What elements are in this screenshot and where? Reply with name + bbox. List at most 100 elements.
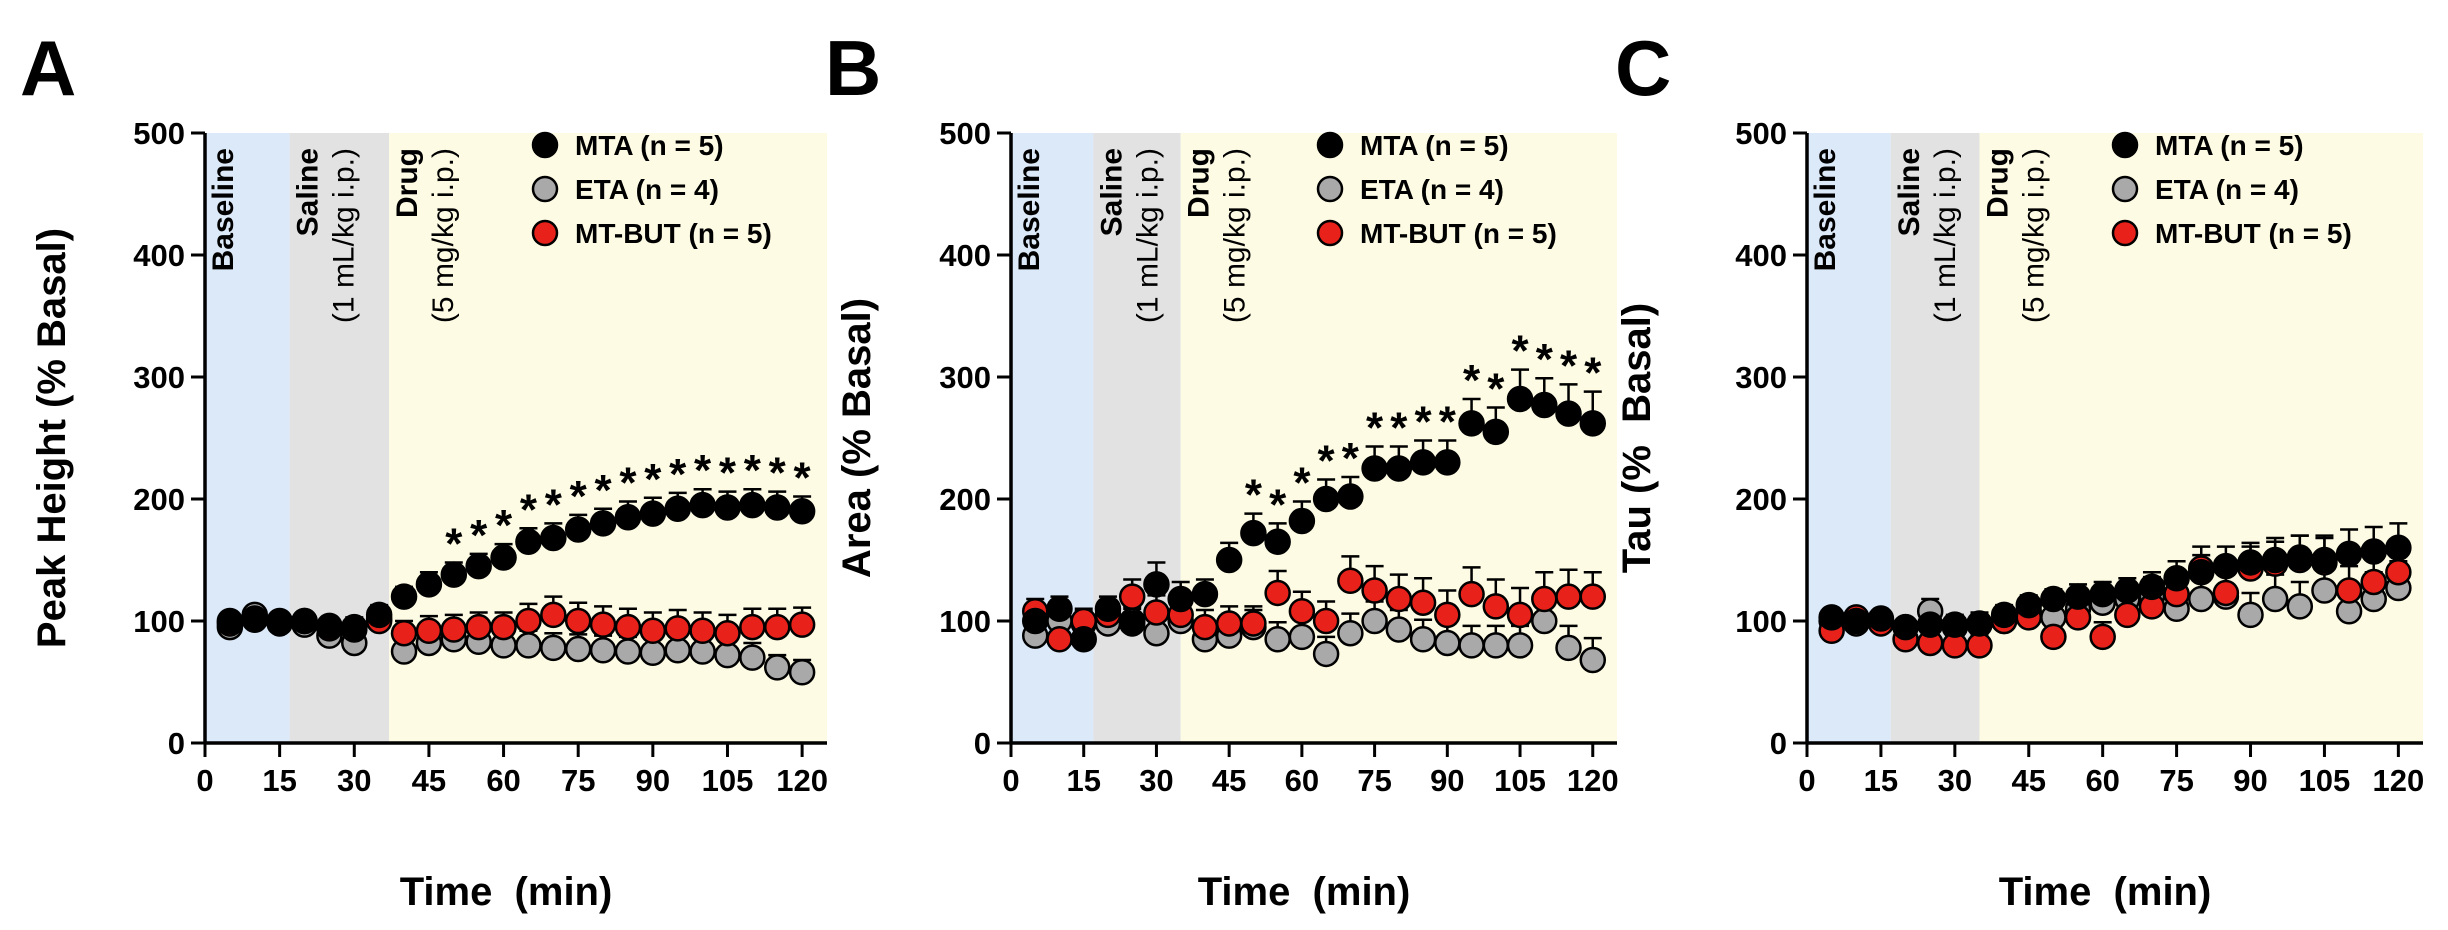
panel-letter: C: [1615, 24, 1671, 112]
data-point: [1531, 391, 1558, 419]
data-point: [2286, 593, 2314, 620]
data-point: [763, 494, 791, 521]
data-point: [2114, 577, 2141, 604]
y-tick-label: 200: [939, 482, 991, 517]
x-tick-label: 30: [1139, 763, 1173, 798]
data-point: [2040, 585, 2067, 613]
y-tick-label: 500: [1735, 116, 1787, 151]
significance-star: *: [1511, 327, 1529, 376]
data-point: [2311, 577, 2338, 604]
x-tick-label: 60: [486, 763, 520, 798]
legend-label: ETA (n = 4): [2155, 174, 2299, 205]
phase-sublabel-saline: (1 mL/kg i.p.): [328, 148, 361, 323]
panel-letter: A: [20, 24, 76, 112]
data-point: [266, 607, 293, 635]
x-tick-label: 45: [412, 763, 446, 798]
x-tick-label: 45: [2012, 763, 2046, 798]
data-point: [490, 544, 517, 571]
x-tick-label: 75: [2159, 763, 2193, 798]
data-point: [2286, 544, 2314, 571]
x-tick-label: 30: [337, 763, 371, 798]
x-tick-label: 30: [1938, 763, 1972, 798]
data-point: [1215, 610, 1243, 637]
data-point: [564, 607, 592, 635]
data-point: [739, 644, 766, 671]
data-point: [1288, 597, 1316, 625]
legend-label: MTA (n = 5): [575, 130, 724, 161]
data-point: [2335, 540, 2363, 568]
significance-star: *: [1415, 397, 1433, 446]
data-point: [465, 613, 492, 641]
phase-label-drug: Drug: [1981, 148, 2014, 218]
x-tick-label: 90: [636, 763, 670, 798]
data-point: [1143, 599, 1170, 626]
x-axis-title: Time (min): [1999, 870, 2212, 914]
data-point: [1506, 601, 1534, 629]
data-point: [1482, 593, 1510, 620]
data-point: [689, 491, 716, 519]
significance-star: *: [520, 485, 538, 534]
data-point: [1264, 626, 1291, 653]
data-point: [1458, 410, 1485, 437]
significance-star: *: [1487, 365, 1505, 414]
data-point: [2261, 585, 2289, 613]
significance-star: *: [495, 501, 513, 550]
legend-marker: [2111, 131, 2139, 159]
significance-star: *: [719, 449, 737, 498]
data-point: [440, 561, 468, 588]
chart-panel-a: Baseline Saline (1 mL/kg i.p.) Drug (5 mg/kg…: [20, 24, 828, 914]
data-point: [1191, 613, 1219, 641]
data-point: [2015, 591, 2043, 619]
data-point: [1555, 583, 1582, 610]
significance-star: *: [669, 450, 687, 499]
data-point: [1941, 611, 1969, 638]
data-point: [2187, 585, 2215, 613]
significance-star: *: [470, 511, 488, 560]
significance-star: *: [794, 454, 812, 503]
phase-sublabel-drug: (5 mg/kg i.p.): [427, 148, 460, 323]
data-point: [515, 528, 542, 555]
data-point: [2089, 580, 2116, 608]
data-point: [1555, 400, 1582, 427]
significance-star: *: [1390, 404, 1408, 453]
phase-label-saline: Saline: [1893, 148, 1926, 236]
y-tick-label: 300: [1735, 360, 1787, 395]
data-point: [2187, 558, 2215, 586]
data-point: [1337, 483, 1364, 510]
data-point: [1409, 589, 1437, 616]
significance-star: *: [1245, 471, 1263, 520]
data-point: [440, 616, 468, 643]
y-axis-title: Tau (% Basal): [1615, 303, 1659, 573]
data-point: [1458, 632, 1485, 659]
data-point: [515, 632, 542, 659]
data-point: [2237, 549, 2264, 576]
data-point: [1143, 571, 1170, 598]
data-point: [1337, 619, 1364, 647]
y-tick-label: 500: [133, 116, 185, 151]
data-point: [540, 634, 567, 662]
x-tick-label: 0: [196, 763, 213, 798]
significance-star: *: [619, 458, 637, 507]
x-tick-label: 120: [1567, 763, 1619, 798]
data-point: [714, 641, 741, 669]
data-point: [1531, 607, 1558, 635]
data-point: [1118, 610, 1146, 637]
data-point: [763, 654, 791, 681]
y-tick-label: 200: [1735, 482, 1787, 517]
data-point: [2040, 623, 2067, 651]
chart-panel-c: Baseline Saline (1 mL/kg i.p.) Drug (5 mg/kg…: [1615, 24, 2424, 914]
y-tick-label: 100: [939, 604, 991, 639]
phase-sublabel-drug: (5 mg/kg i.p.): [2017, 148, 2050, 323]
data-point: [664, 615, 691, 642]
data-point: [2385, 534, 2412, 562]
data-point: [2114, 601, 2141, 629]
x-tick-label: 0: [1002, 763, 1019, 798]
x-axis-title: Time (min): [1198, 870, 1411, 914]
data-point: [1361, 455, 1388, 482]
data-point: [1385, 585, 1413, 613]
phase-label-baseline: Baseline: [1013, 148, 1046, 271]
data-point: [1531, 585, 1558, 613]
y-tick-label: 100: [133, 604, 185, 639]
data-point: [2360, 568, 2387, 596]
y-tick-label: 200: [133, 482, 185, 517]
